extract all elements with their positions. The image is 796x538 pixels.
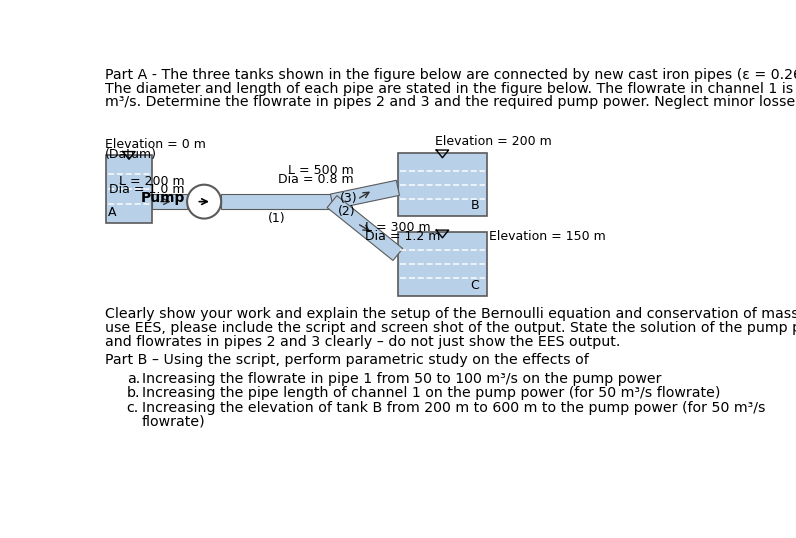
Text: Clearly show your work and explain the setup of the Bernoulli equation and conse: Clearly show your work and explain the s… — [105, 307, 796, 321]
Text: Dia = 0.8 m: Dia = 0.8 m — [278, 173, 353, 186]
Text: L = 500 m: L = 500 m — [287, 164, 353, 177]
Text: The diameter and length of each pipe are stated in the figure below. The flowrat: The diameter and length of each pipe are… — [105, 81, 796, 96]
Text: Elevation = 200 m: Elevation = 200 m — [435, 136, 552, 148]
Text: use EES, please include the script and screen shot of the output. State the solu: use EES, please include the script and s… — [105, 321, 796, 335]
Text: Elevation = 0 m: Elevation = 0 m — [105, 138, 206, 151]
Bar — [106, 155, 152, 223]
Text: (1): (1) — [267, 213, 286, 225]
Text: b.: b. — [127, 386, 140, 400]
Text: L = 300 m: L = 300 m — [365, 221, 431, 234]
Text: Increasing the elevation of tank B from 200 m to 600 m to the pump power (for 50: Increasing the elevation of tank B from … — [142, 401, 766, 415]
Text: Increasing the flowrate in pipe 1 from 50 to 100 m³/s on the pump power: Increasing the flowrate in pipe 1 from 5… — [142, 372, 661, 386]
Text: Dia = 1.2 m: Dia = 1.2 m — [365, 230, 440, 244]
Text: Elevation = 150 m: Elevation = 150 m — [489, 230, 605, 243]
Text: c.: c. — [127, 401, 139, 415]
Text: Increasing the pipe length of channel 1 on the pump power (for 50 m³/s flowrate): Increasing the pipe length of channel 1 … — [142, 386, 720, 400]
Polygon shape — [221, 194, 332, 209]
Text: Pump: Pump — [140, 191, 185, 205]
Text: (3): (3) — [340, 193, 357, 206]
Polygon shape — [330, 180, 400, 209]
Text: flowrate): flowrate) — [142, 415, 205, 429]
Text: L = 200 m: L = 200 m — [119, 175, 185, 188]
Text: m³/s. Determine the flowrate in pipes 2 and 3 and the required pump power. Negle: m³/s. Determine the flowrate in pipes 2 … — [105, 95, 796, 109]
Circle shape — [187, 185, 221, 218]
Text: (2): (2) — [338, 206, 356, 218]
Polygon shape — [152, 194, 187, 209]
Bar — [398, 153, 487, 216]
Text: a.: a. — [127, 372, 140, 386]
Text: (Datum): (Datum) — [105, 148, 157, 161]
Polygon shape — [327, 196, 403, 260]
Text: C: C — [470, 279, 479, 292]
Text: Part A - The three tanks shown in the figure below are connected by new cast iro: Part A - The three tanks shown in the fi… — [105, 68, 796, 82]
Bar — [398, 232, 487, 295]
Text: Dia = 1.0 m: Dia = 1.0 m — [109, 183, 185, 196]
Text: Part B – Using the script, perform parametric study on the effects of: Part B – Using the script, perform param… — [105, 353, 589, 367]
Text: and flowrates in pipes 2 and 3 clearly – do not just show the EES output.: and flowrates in pipes 2 and 3 clearly –… — [105, 335, 620, 349]
Text: B: B — [470, 200, 479, 213]
Text: A: A — [108, 207, 116, 220]
